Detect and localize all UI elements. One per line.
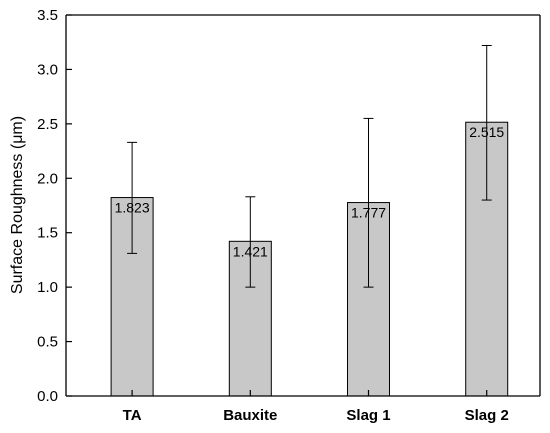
bars-layer (110, 121, 509, 397)
y-tick-label: 3.5 (37, 7, 58, 24)
value-label: 1.421 (233, 243, 268, 259)
y-tick-label: 1.5 (37, 225, 58, 242)
y-tick-label: 2.5 (37, 116, 58, 133)
y-tick-label: 3.0 (37, 61, 58, 78)
value-labels-layer: 1.823 1.421 1.777 2.515 (115, 124, 505, 259)
axes-layer (65, 14, 541, 397)
x-ticks-layer: TA Bauxite Slag 1 Slag 2 (123, 390, 509, 424)
value-label: 1.823 (115, 200, 150, 216)
y-tick-label: 2.0 (37, 170, 58, 187)
x-category-label: Bauxite (223, 407, 277, 424)
x-category-label: TA (123, 407, 142, 424)
y-tick-label: 1.0 (37, 279, 58, 296)
y-ticks-layer: 0.0 0.5 1.0 1.5 2.0 2.5 3.0 3.5 (37, 7, 72, 405)
y-axis-label: Surface Roughness (μm) (9, 116, 26, 294)
value-label: 2.515 (469, 124, 504, 140)
y-tick-label: 0.0 (37, 388, 58, 405)
y-tick-label: 0.5 (37, 334, 58, 351)
x-category-label: Slag 2 (465, 407, 509, 424)
x-category-label: Slag 1 (346, 407, 390, 424)
value-label: 1.777 (351, 205, 386, 221)
error-bars-layer (127, 44, 492, 288)
